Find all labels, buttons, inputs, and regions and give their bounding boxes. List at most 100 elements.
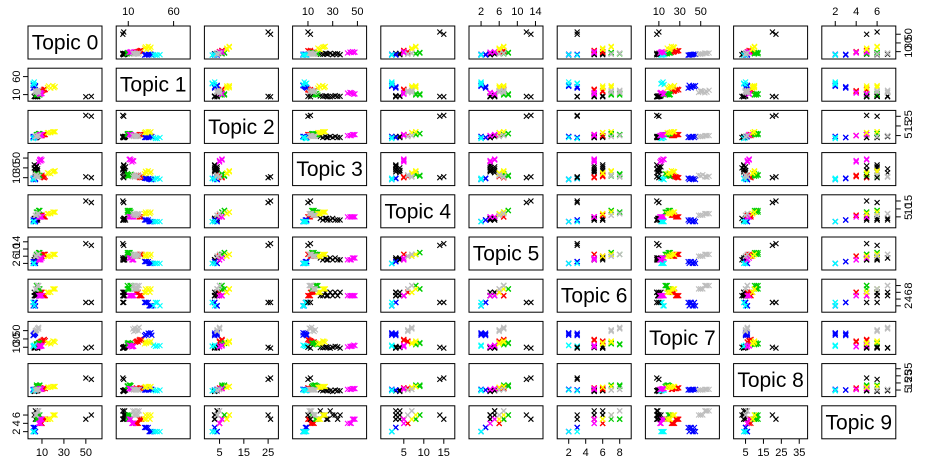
point-mark (404, 51, 411, 58)
point-mark (408, 282, 415, 289)
panel-r1-c5 (468, 67, 544, 102)
diagonal-label: Topic 7 (649, 327, 716, 350)
point-mark (82, 93, 89, 100)
panel-r0-c6 (556, 25, 632, 60)
point-mark (478, 302, 484, 309)
point-mark (267, 31, 274, 38)
point-mark (653, 31, 660, 38)
point-mark (832, 302, 839, 309)
point-mark (874, 51, 880, 58)
point-mark (267, 198, 274, 204)
point-mark (874, 113, 880, 120)
point-mark (388, 302, 395, 309)
point-mark (574, 113, 581, 120)
point-mark (82, 198, 89, 204)
point-mark (863, 31, 870, 38)
panel-frame (468, 67, 544, 102)
point-mark (45, 83, 52, 89)
point-mark (832, 260, 839, 267)
point-mark (135, 51, 142, 58)
panel-frame (821, 278, 897, 313)
point-mark (769, 174, 776, 181)
panel-r4-c8 (733, 194, 809, 229)
panel-r0-c7 (644, 25, 720, 60)
point-mark (697, 51, 704, 58)
point-mark (334, 292, 341, 299)
point-mark (653, 240, 660, 247)
point-mark (874, 212, 880, 219)
point-mark (82, 240, 89, 247)
point-mark (863, 112, 870, 119)
point-mark (884, 325, 891, 332)
panel-r3-c8 (733, 152, 809, 187)
point-mark (505, 286, 512, 292)
point-mark (332, 289, 339, 296)
point-mark (307, 93, 314, 100)
point-mark (702, 50, 708, 56)
point-mark (667, 46, 674, 52)
diagonal-label: Topic 8 (737, 369, 804, 392)
point-mark (496, 46, 503, 52)
point-mark (616, 341, 623, 347)
panel-r5-c1 (115, 236, 191, 271)
point-mark (321, 84, 327, 91)
panel-r7-c5 (468, 320, 544, 355)
point-mark (523, 174, 530, 181)
point-mark (874, 29, 880, 35)
point-mark (884, 292, 891, 299)
panel-frame (203, 25, 279, 60)
point-mark (440, 299, 447, 306)
point-mark (491, 156, 498, 163)
point-mark (874, 327, 880, 334)
panel-r5-c5: Topic 5 (468, 236, 544, 271)
point-mark (32, 87, 39, 94)
point-mark (574, 387, 581, 394)
point-mark (874, 344, 880, 351)
panel-r7-c1 (115, 320, 191, 355)
panel-r7-c3 (292, 320, 368, 355)
point-mark (322, 43, 329, 50)
panel-r4-c9 (821, 194, 897, 229)
panel-frame (380, 363, 456, 398)
point-mark (574, 31, 581, 38)
panel-frame (292, 67, 368, 102)
diagonal-label: Topic 1 (120, 74, 187, 97)
point-mark (853, 292, 860, 299)
point-mark (88, 299, 95, 306)
point-mark (388, 79, 395, 85)
point-mark (616, 386, 623, 393)
point-mark (574, 134, 581, 141)
point-mark (482, 299, 489, 306)
point-mark (528, 345, 534, 351)
point-mark (565, 79, 572, 85)
point-mark (412, 43, 419, 50)
panel-r5-c9 (821, 236, 897, 271)
point-mark (142, 43, 149, 50)
diagonal-label: Topic 3 (296, 158, 363, 181)
panel-r1-c3 (292, 67, 368, 102)
panel-r4-c0 (27, 194, 103, 229)
point-mark (863, 299, 870, 306)
point-mark (267, 240, 274, 247)
point-mark (267, 93, 274, 100)
panel-r3-c0 (27, 152, 103, 187)
point-mark (88, 174, 95, 181)
point-mark (574, 29, 581, 35)
point-mark (388, 51, 395, 58)
panel-r3-c4 (380, 152, 456, 187)
point-mark (884, 282, 891, 289)
point-mark (528, 31, 534, 38)
panel-r6-c6: Topic 6 (556, 278, 632, 313)
point-mark (863, 156, 870, 163)
point-mark (392, 93, 399, 100)
point-mark (706, 50, 712, 56)
point-mark (591, 47, 598, 54)
panel-r6-c3 (292, 278, 368, 313)
panel-frame (27, 25, 103, 60)
point-mark (686, 52, 693, 59)
point-mark (832, 343, 839, 349)
point-mark (82, 173, 89, 180)
point-mark (565, 260, 572, 267)
panel-r6-c9 (821, 278, 897, 313)
point-mark (88, 199, 95, 206)
